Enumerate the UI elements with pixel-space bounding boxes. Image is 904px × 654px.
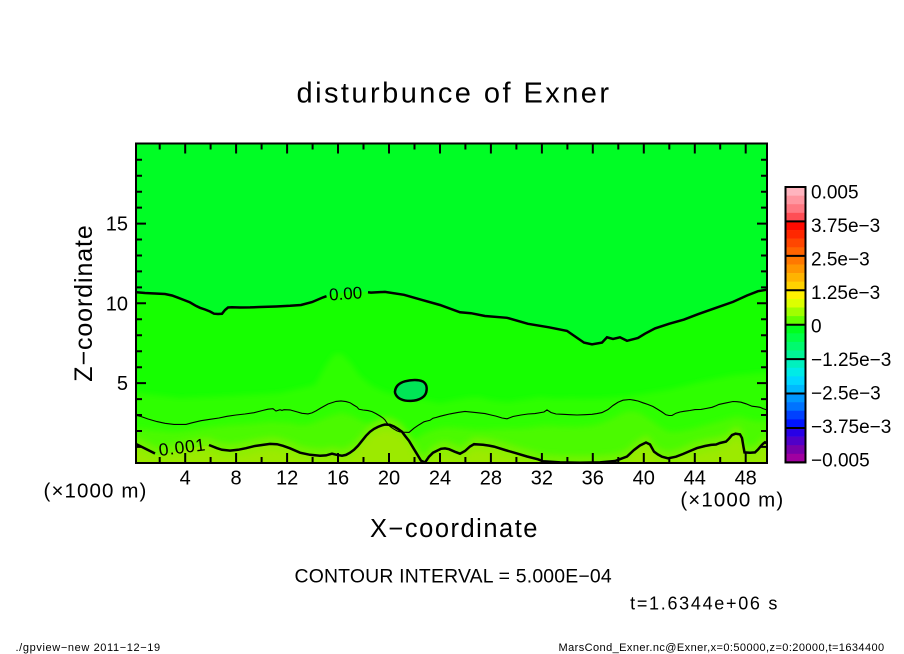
svg-text:28: 28 [480, 468, 502, 490]
svg-text:−2.5e−3: −2.5e−3 [811, 384, 881, 405]
svg-text:disturbunce of Exner: disturbunce of Exner [297, 78, 612, 110]
svg-text:36: 36 [582, 468, 604, 490]
svg-text:4: 4 [180, 468, 191, 490]
svg-text:./gpview−new 2011−12−19: ./gpview−new 2011−12−19 [16, 642, 161, 654]
svg-text:t=1.6344e+06 s: t=1.6344e+06 s [630, 594, 779, 614]
svg-text:2.5e−3: 2.5e−3 [811, 249, 870, 270]
svg-text:5: 5 [117, 373, 128, 395]
svg-text:44: 44 [684, 468, 706, 490]
svg-text:20: 20 [378, 468, 400, 490]
svg-text:12: 12 [276, 468, 298, 490]
svg-text:−1.25e−3: −1.25e−3 [811, 350, 891, 371]
svg-text:8: 8 [231, 468, 242, 490]
svg-text:48: 48 [735, 468, 757, 490]
svg-text:24: 24 [429, 468, 451, 490]
svg-text:1.25e−3: 1.25e−3 [811, 283, 880, 304]
svg-text:(×1000 m): (×1000 m) [44, 479, 148, 502]
svg-text:0.00: 0.00 [328, 283, 362, 304]
svg-text:(×1000 m): (×1000 m) [680, 489, 784, 512]
svg-text:−0.005: −0.005 [811, 451, 870, 472]
svg-text:−3.75e−3: −3.75e−3 [811, 417, 891, 438]
svg-text:0.005: 0.005 [811, 182, 859, 203]
svg-text:16: 16 [327, 468, 349, 490]
svg-text:3.75e−3: 3.75e−3 [811, 216, 880, 237]
svg-text:CONTOUR INTERVAL = 5.000E−04: CONTOUR INTERVAL = 5.000E−04 [294, 566, 611, 588]
svg-text:MarsCond_Exner.nc@Exner,x=0:50: MarsCond_Exner.nc@Exner,x=0:50000,z=0:20… [559, 642, 885, 654]
svg-text:15: 15 [106, 214, 128, 236]
svg-text:40: 40 [633, 468, 655, 490]
svg-text:Z−coordinate: Z−coordinate [70, 224, 98, 381]
svg-text:X−coordinate: X−coordinate [370, 515, 539, 543]
svg-text:10: 10 [106, 293, 128, 315]
svg-text:32: 32 [531, 468, 553, 490]
svg-text:0: 0 [811, 317, 822, 338]
